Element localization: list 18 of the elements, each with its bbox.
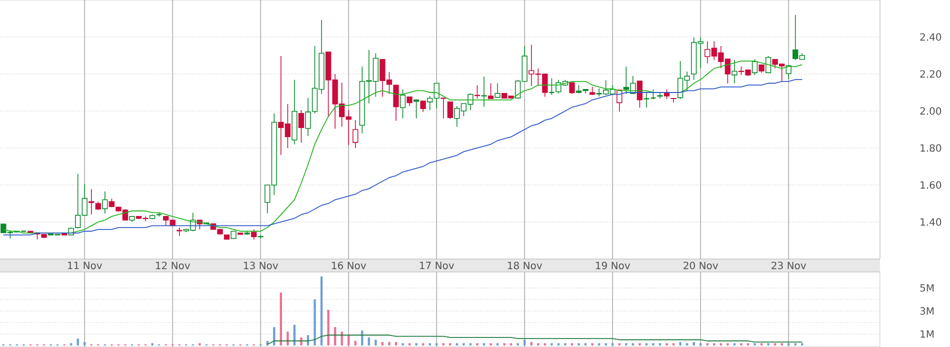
y-tick-label: 2.00 xyxy=(920,107,942,115)
y-tick-label: 1M xyxy=(920,330,934,338)
x-tick-label: 19 Nov xyxy=(596,262,630,270)
y-tick-label: 1.80 xyxy=(920,144,942,152)
y-tick-label: 2.40 xyxy=(920,33,942,41)
x-tick-label: 18 Nov xyxy=(508,262,542,270)
x-tick-label: 11 Nov xyxy=(68,262,102,270)
x-tick-label: 12 Nov xyxy=(156,262,190,270)
y-tick-label: 2.20 xyxy=(920,70,942,78)
x-tick-label: 16 Nov xyxy=(332,262,366,270)
x-tick-label: 13 Nov xyxy=(244,262,278,270)
y-tick-label: 3M xyxy=(920,307,934,315)
x-tick-label: 20 Nov xyxy=(684,262,718,270)
y-tick-label: 1.60 xyxy=(920,181,942,189)
x-tick-label: 23 Nov xyxy=(772,262,806,270)
y-tick-label: 1.40 xyxy=(920,218,942,226)
y-tick-label: 5M xyxy=(920,284,934,292)
x-tick-label: 17 Nov xyxy=(420,262,454,270)
